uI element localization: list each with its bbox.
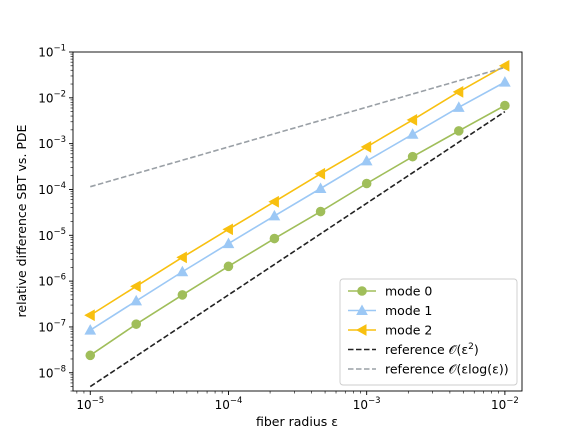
- data-point-0-3: [223, 261, 234, 272]
- data-point-0-2: [177, 290, 188, 300]
- data-point-0-0: [85, 350, 96, 361]
- data-point-0-1: [131, 319, 142, 329]
- y-tick-label-6: 10−2: [38, 89, 66, 105]
- data-point-2-0: [84, 309, 95, 322]
- x-tick-label-3: 10−2: [491, 396, 519, 412]
- data-point-1-8: [452, 101, 465, 112]
- series-1: [84, 76, 511, 335]
- data-point-0-6: [361, 178, 372, 189]
- series-line-1: [89, 81, 506, 331]
- series-0: [85, 100, 510, 361]
- x-axis: 10−5 10−4 10−3 10−2: [76, 391, 519, 412]
- data-point-2-7: [406, 114, 418, 126]
- data-point-2-5: [314, 167, 326, 180]
- y-tick-label-2: 10−6: [38, 273, 66, 289]
- data-point-2-3: [222, 223, 233, 236]
- data-point-2-1: [130, 280, 141, 293]
- legend-label-1: mode 1: [385, 303, 432, 318]
- data-point-1-6: [360, 154, 373, 166]
- legend-label-2: mode 2: [385, 323, 432, 338]
- data-point-0-8: [453, 126, 464, 136]
- data-point-2-2: [176, 251, 187, 264]
- x-tick-label-0: 10−5: [76, 396, 104, 412]
- y-tick-label-3: 10−5: [38, 227, 66, 243]
- data-point-1-0: [84, 324, 97, 335]
- data-point-2-4: [268, 195, 279, 208]
- y-tick-label-1: 10−7: [38, 318, 66, 334]
- legend-marker-0: [357, 286, 367, 296]
- x-tick-label-2: 10−3: [353, 396, 381, 412]
- series-2: [84, 59, 510, 322]
- data-point-1-1: [130, 294, 143, 306]
- data-point-0-5: [315, 206, 326, 217]
- series-line-0: [89, 104, 506, 357]
- data-point-1-5: [314, 182, 327, 193]
- y-tick-label-4: 10−4: [38, 181, 66, 197]
- x-tick-label-1: 10−4: [215, 396, 243, 412]
- y-tick-label-7: 10−1: [38, 44, 66, 60]
- y-axis: 10−8 10−7 10−6 10−5 10−4 10−3 10−2 10−1: [38, 44, 73, 392]
- series-3: [89, 110, 506, 388]
- data-point-2-9: [498, 59, 510, 72]
- legend-label-4: reference 𝒪(εlog(ε)): [385, 362, 509, 377]
- legend-label-3: reference 𝒪(ε2): [385, 342, 479, 357]
- legend-box: [339, 278, 518, 386]
- data-point-1-3: [222, 237, 235, 249]
- legend-marker-2: [355, 324, 367, 336]
- legend-marker-1: [356, 304, 368, 315]
- series-layer: [84, 59, 511, 388]
- data-point-0-7: [407, 151, 418, 162]
- data-point-1-9: [499, 76, 511, 87]
- series-line-2: [89, 65, 506, 316]
- data-point-0-9: [500, 100, 510, 111]
- data-point-2-6: [360, 141, 372, 153]
- data-point-1-7: [406, 128, 419, 139]
- y-tick-label-0: 10−8: [38, 364, 66, 380]
- x-axis-label: fiber radius ε: [256, 414, 338, 429]
- y-tick-label-5: 10−3: [38, 135, 66, 151]
- legend: mode 0 mode 1 mode 2 reference 𝒪(ε2) referen…: [339, 278, 518, 386]
- series-line-3: [89, 110, 506, 388]
- legend-label-0: mode 0: [385, 284, 432, 299]
- data-point-0-4: [269, 233, 280, 244]
- data-point-2-8: [452, 86, 464, 98]
- y-axis-label: relative difference SBT vs. PDE: [14, 124, 29, 317]
- data-point-1-2: [176, 265, 189, 277]
- data-point-1-4: [268, 209, 281, 221]
